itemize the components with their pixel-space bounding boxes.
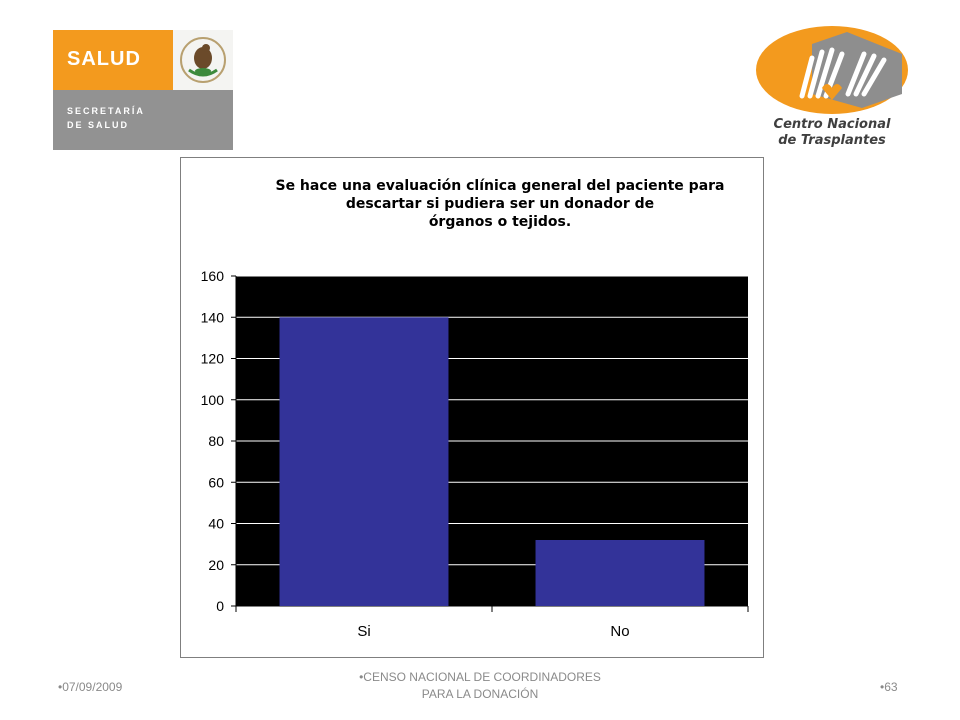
- footer-title: •CENSO NACIONAL DE COORDINADORES PARA LA…: [330, 669, 630, 703]
- y-tick-label: 20: [208, 557, 224, 573]
- cenatra-hands-icon: [756, 26, 908, 114]
- y-tick-label: 0: [216, 598, 224, 614]
- chart-title-line-3: órganos o tejidos.: [428, 214, 572, 230]
- y-tick-label: 120: [201, 351, 225, 367]
- y-tick-label: 40: [208, 516, 224, 532]
- salud-logo-line2: DE SALUD: [67, 120, 130, 130]
- x-tick-label: Si: [357, 623, 370, 640]
- cenatra-logo-line1: Centro Nacional: [773, 117, 891, 132]
- y-tick-label: 80: [208, 433, 224, 449]
- salud-logo-bottom: SECRETARÍA DE SALUD: [53, 90, 233, 150]
- cenatra-logo-line2: de Trasplantes: [778, 133, 886, 148]
- footer-date: •07/09/2009: [58, 680, 123, 694]
- cenatra-logo: Centro Nacional de Trasplantes: [752, 24, 912, 154]
- mexico-coat-of-arms-icon: [173, 30, 233, 90]
- footer-title-line2: PARA LA DONACIÓN: [421, 687, 539, 701]
- salud-logo-word: SALUD: [67, 48, 141, 70]
- y-tick-label: 100: [201, 392, 225, 408]
- salud-logo-orange-block: SALUD: [53, 30, 173, 90]
- salud-logo-top: SALUD: [53, 30, 233, 90]
- bar-si: [279, 317, 449, 606]
- chart-title: Se hace una evaluación clínica general d…: [240, 177, 760, 231]
- bar-no: [535, 540, 705, 606]
- chart-title-line-2: descartar si pudiera ser un donador de: [345, 196, 655, 212]
- salud-logo: SALUD SECRETARÍA DE SALUD: [53, 30, 233, 150]
- y-tick-label: 140: [201, 309, 225, 325]
- footer-page-number: •63: [880, 680, 898, 694]
- y-tick-label: 60: [208, 474, 224, 490]
- y-tick-label: 160: [201, 268, 225, 284]
- salud-logo-line1: SECRETARÍA: [67, 106, 145, 116]
- footer-title-line1: •CENSO NACIONAL DE COORDINADORES: [359, 670, 601, 684]
- x-tick-label: No: [610, 623, 629, 640]
- chart-title-line-1: Se hace una evaluación clínica general d…: [275, 178, 725, 194]
